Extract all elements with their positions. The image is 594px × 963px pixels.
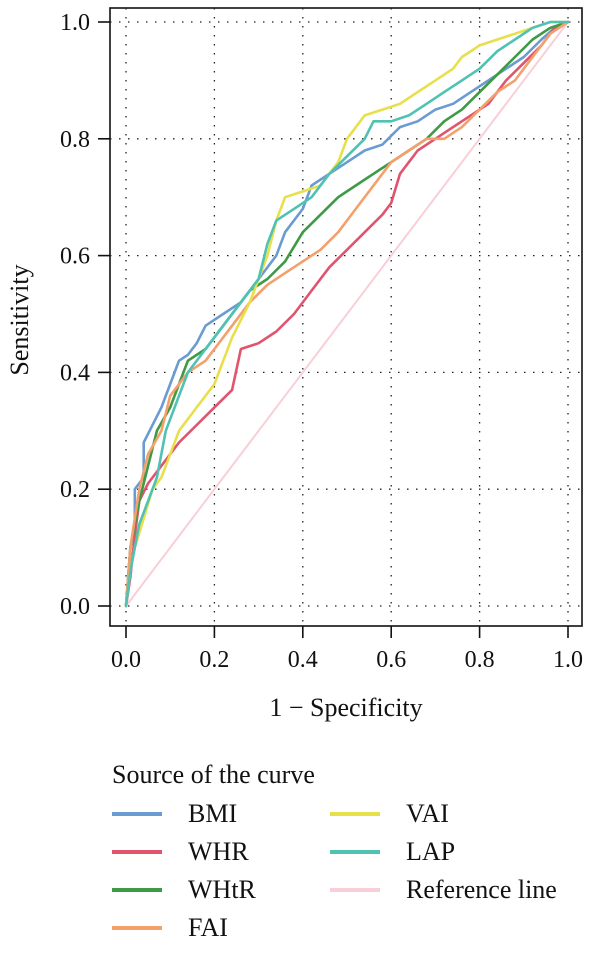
series-line-bmi (124, 20, 570, 608)
y-tick-label: 0.8 (60, 127, 90, 153)
y-axis: 0.0 0.2 0.4 0.6 0.8 1.0 (60, 10, 110, 620)
legend-label: BMI (188, 799, 237, 828)
x-tick-label: 0.8 (465, 647, 495, 673)
y-axis-title: Sensitivity (5, 264, 34, 375)
legend-label: LAP (406, 837, 455, 866)
legend: BMI WHR WHtR FAI VAI LAP Reference line (112, 799, 557, 942)
x-tick-label: 0.4 (288, 647, 318, 673)
legend-label: FAI (188, 913, 228, 942)
series-line-whr (124, 20, 570, 608)
series-line-whtr (124, 20, 570, 608)
x-tick-label: 0.6 (376, 647, 406, 673)
x-tick-label: 0.2 (199, 647, 229, 673)
series-line-fai (124, 20, 570, 608)
y-tick-label: 0.2 (60, 477, 90, 503)
legend-title: Source of the curve (112, 760, 315, 789)
series-line-reference-line (125, 21, 569, 607)
y-tick-label: 1.0 (60, 10, 90, 36)
x-tick-label: 1.0 (553, 647, 583, 673)
legend-label: Reference line (406, 875, 557, 904)
plot-frame (109, 7, 583, 627)
y-tick-label: 0.0 (60, 594, 90, 620)
legend-label: WHR (188, 837, 249, 866)
legend-label: WHtR (188, 875, 257, 904)
x-axis-title: 1 − Specificity (269, 693, 422, 722)
legend-label: VAI (406, 799, 449, 828)
x-axis: 0.0 0.2 0.4 0.6 0.8 1.0 (111, 626, 583, 673)
x-tick-label: 0.0 (111, 647, 141, 673)
series-layer (124, 20, 570, 608)
series-line-lap (124, 20, 570, 608)
y-tick-label: 0.6 (60, 244, 90, 270)
series-line-vai (124, 20, 570, 608)
y-tick-label: 0.4 (60, 360, 90, 386)
